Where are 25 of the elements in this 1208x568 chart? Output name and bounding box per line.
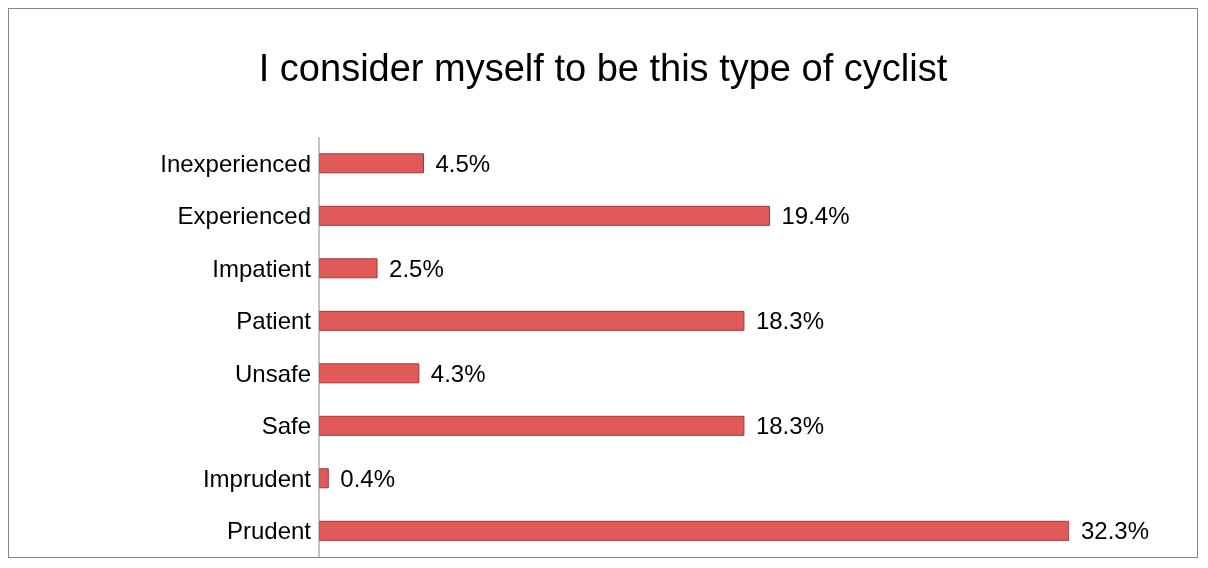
bar — [319, 258, 378, 279]
data-label: 4.5% — [435, 149, 491, 177]
data-label: 18.3% — [755, 412, 824, 440]
bar — [319, 205, 770, 226]
data-label: 2.5% — [389, 254, 444, 282]
bar — [319, 520, 1069, 541]
data-label: 18.3% — [755, 307, 824, 335]
y-tick-label: Imprudent — [202, 464, 312, 492]
y-tick-label: Safe — [261, 412, 311, 440]
y-tick-label: Inexperienced — [160, 149, 311, 177]
bar — [319, 468, 329, 489]
chart-title: I consider myself to be this type of cyclist — [257, 47, 949, 91]
bar — [319, 310, 745, 331]
y-tick-label: Patient — [236, 307, 312, 335]
y-tick-label: Impatient — [212, 254, 312, 282]
y-tick-label: Unsafe — [234, 359, 311, 387]
bar — [319, 153, 424, 174]
y-tick-label: Experienced — [177, 202, 311, 230]
bar — [319, 415, 745, 436]
data-label: 0.4% — [340, 464, 395, 492]
bar — [319, 363, 420, 384]
data-label: 19.4% — [781, 202, 850, 230]
y-tick-label: Prudent — [226, 517, 312, 545]
data-label: 32.3% — [1081, 517, 1150, 545]
data-label: 4.3% — [430, 359, 486, 387]
